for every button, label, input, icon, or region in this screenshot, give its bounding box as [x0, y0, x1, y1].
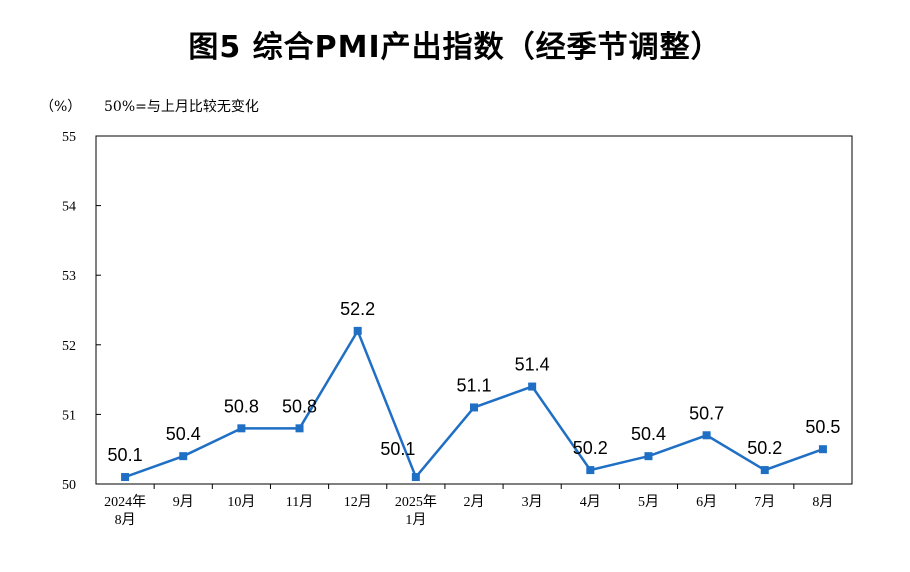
- data-point: [528, 382, 537, 391]
- data-point: [644, 452, 653, 461]
- data-point: [353, 326, 362, 335]
- data-label: 51.4: [515, 355, 550, 375]
- x-tick-label: 2月: [464, 494, 485, 510]
- data-label: 50.4: [166, 424, 201, 444]
- data-label: 50.2: [747, 438, 782, 458]
- data-label: 50.2: [573, 438, 608, 458]
- x-tick-label: 4月: [580, 494, 601, 510]
- data-label: 50.1: [108, 445, 143, 465]
- plot-frame: [95, 135, 853, 485]
- x-tick-label: 10月: [227, 494, 255, 510]
- data-label: 50.7: [689, 403, 724, 423]
- y-tick-label: 53: [62, 269, 76, 284]
- baseline-note: 50%=与上月比较无变化: [104, 99, 259, 115]
- data-label: 50.4: [631, 424, 666, 444]
- data-point: [295, 424, 304, 433]
- x-tick-label: 6月: [696, 494, 717, 510]
- x-tick-label: 9月: [173, 494, 194, 510]
- x-tick-label: 12月: [344, 494, 372, 510]
- data-point: [818, 445, 827, 454]
- x-tick-label: 2025年 1月: [395, 494, 437, 528]
- data-label: 50.5: [805, 417, 840, 437]
- y-tick-label: 50: [62, 478, 76, 493]
- data-point: [586, 466, 595, 475]
- x-tick-label: 8月: [812, 494, 833, 510]
- data-point: [411, 473, 420, 482]
- data-label: 50.1: [380, 439, 415, 459]
- data-point: [237, 424, 246, 433]
- x-tick-label: 2024年 8月: [104, 494, 146, 528]
- data-point: [470, 403, 478, 412]
- x-tick-label: 5月: [638, 494, 659, 510]
- data-label: 50.8: [224, 396, 259, 416]
- x-tick-label: 3月: [522, 494, 543, 510]
- data-label: 50.8: [282, 396, 317, 416]
- data-point: [121, 473, 130, 482]
- y-axis-unit: （%）: [40, 99, 82, 115]
- data-label: 51.1: [456, 375, 491, 395]
- y-tick-label: 51: [62, 408, 76, 423]
- data-label: 52.2: [340, 299, 375, 319]
- chart-title: 图5 综合PMI产出指数（经季节调整）: [188, 30, 722, 65]
- data-point: [702, 431, 711, 440]
- data-point: [179, 452, 188, 461]
- x-tick-label: 7月: [754, 494, 775, 510]
- y-tick-label: 55: [62, 130, 76, 145]
- y-tick-label: 54: [62, 200, 76, 215]
- data-point: [760, 466, 769, 475]
- y-tick-label: 52: [62, 339, 76, 354]
- x-tick-label: 11月: [286, 494, 313, 510]
